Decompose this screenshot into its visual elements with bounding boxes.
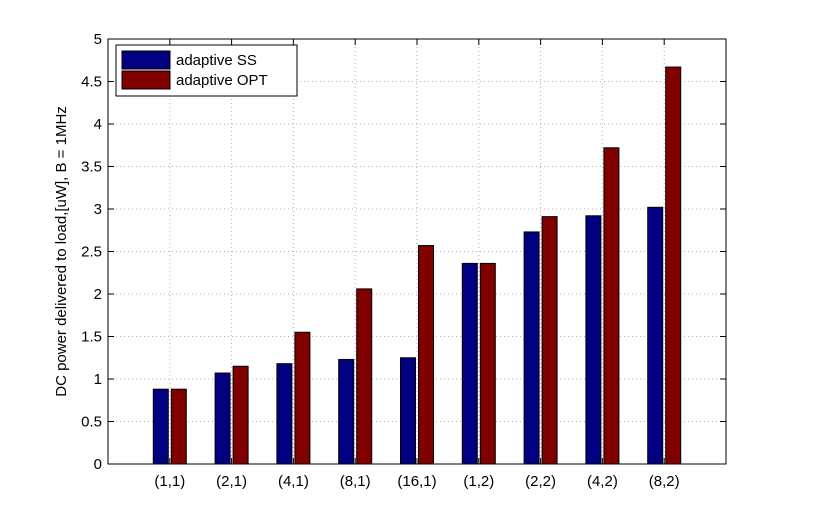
bars-group <box>152 66 682 465</box>
bar-adaptive-ss <box>400 357 416 465</box>
y-tick-label: 2.5 <box>81 244 102 261</box>
legend-label: adaptive SS <box>176 52 257 69</box>
y-axis-label: DC power delivered to load,[uW], B = 1MH… <box>53 106 70 397</box>
grid-lines <box>108 39 726 464</box>
bar-adaptive-opt <box>418 245 434 465</box>
x-tick-label: (1,2) <box>463 473 494 490</box>
y-axis: 0 0.5 1 1.5 2 2.5 3 3.5 4 4.5 5 <box>81 31 726 473</box>
y-tick-label: 0.5 <box>81 414 102 431</box>
bar-adaptive-ss <box>276 363 293 465</box>
x-tick-label: (16,1) <box>397 473 436 490</box>
x-tick-label: (8,2) <box>649 473 680 490</box>
bar-adaptive-ss <box>461 262 478 465</box>
bar-adaptive-opt <box>294 331 311 465</box>
legend-swatch <box>121 50 171 70</box>
y-tick-label: 5 <box>94 31 102 48</box>
x-tick-label: (2,1) <box>216 473 247 490</box>
y-tick-label: 1.5 <box>81 329 102 346</box>
legend-label: adaptive OPT <box>176 72 268 89</box>
x-tick-label: (1,1) <box>154 473 185 490</box>
bar-adaptive-ss <box>152 388 169 465</box>
y-tick-label: 1 <box>94 371 102 388</box>
y-tick-label: 4.5 <box>81 74 102 91</box>
bar-adaptive-ss <box>585 215 602 465</box>
x-tick-label: (4,2) <box>587 473 618 490</box>
bar-adaptive-opt <box>356 288 373 465</box>
x-tick-label: (8,1) <box>340 473 371 490</box>
x-tick-label: (2,2) <box>525 473 556 490</box>
x-axis: (1,1) (2,1) (4,1) (8,1) (16,1) (1,2) (2,2) (4,2… <box>154 39 680 490</box>
bar-adaptive-opt <box>603 147 620 465</box>
legend-swatch <box>121 70 171 90</box>
bar-adaptive-ss <box>523 231 540 465</box>
y-tick-label: 4 <box>94 116 102 133</box>
legend: adaptive SS adaptive OPT <box>115 44 298 97</box>
y-tick-label: 0 <box>94 456 102 473</box>
bar-adaptive-ss <box>338 358 355 465</box>
bar-adaptive-opt <box>170 388 187 465</box>
bar-adaptive-ss <box>647 206 664 465</box>
y-tick-label: 3.5 <box>81 159 102 176</box>
y-tick-label: 3 <box>94 201 102 218</box>
y-tick-label: 2 <box>94 286 102 303</box>
bar-adaptive-opt <box>541 216 558 465</box>
bar-adaptive-ss <box>214 372 231 465</box>
bar-adaptive-opt <box>665 66 682 465</box>
bar-adaptive-opt <box>232 365 249 465</box>
bar-adaptive-opt <box>479 262 496 465</box>
x-tick-label: (4,1) <box>278 473 309 490</box>
